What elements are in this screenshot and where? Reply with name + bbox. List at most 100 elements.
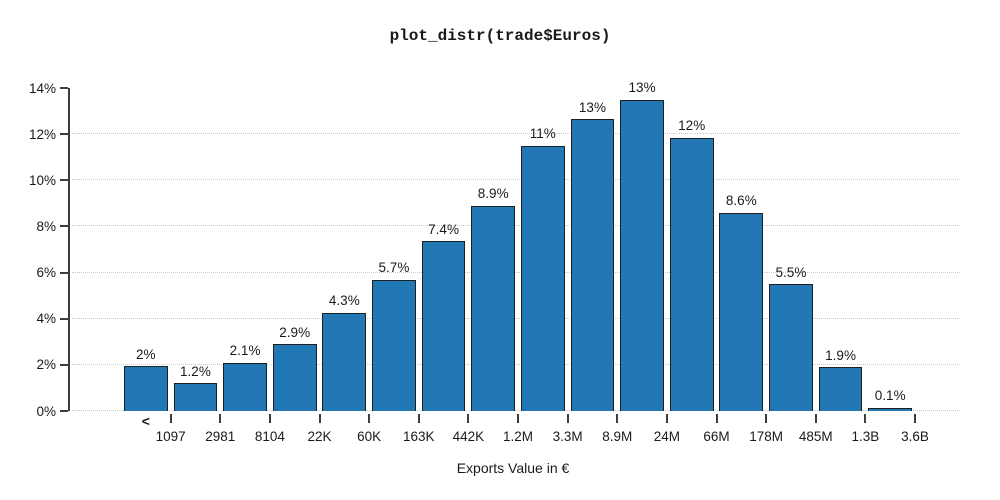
gridline bbox=[72, 317, 960, 319]
bar bbox=[818, 367, 863, 411]
bar-slot: 0.1% 3.6B bbox=[865, 88, 929, 443]
y-axis-tick-label: 6% bbox=[36, 264, 56, 280]
bars: 2% 1097 <1.2% 2981 2.1% 8104 2.9% 22K 4.3% 60K 5.7… bbox=[121, 81, 929, 443]
bar bbox=[769, 284, 813, 411]
bar-value-label: 5.7% bbox=[378, 260, 410, 275]
plot-area: 2% 1097 <1.2% 2981 2.1% 8104 2.9% 22K 4.3% 60K 5.7… bbox=[60, 81, 960, 443]
y-axis-tick bbox=[60, 225, 68, 228]
bar-slot: 8.9% 1.2M bbox=[468, 88, 533, 443]
y-axis-tick-label: 14% bbox=[28, 80, 56, 96]
x-axis-tick-label: 1.3B bbox=[851, 429, 880, 444]
chart-title: plot_distr(trade$Euros) bbox=[389, 27, 611, 45]
bar bbox=[669, 137, 714, 411]
bar-slot: 2.1% 8104 bbox=[220, 88, 285, 443]
x-axis-tick-label: 442K bbox=[452, 429, 485, 444]
x-axis-tick-label: 3.6B bbox=[901, 429, 929, 444]
bar-value-label: 2.1% bbox=[229, 343, 261, 359]
x-axis-tick-label: 163K bbox=[402, 429, 435, 444]
bar-slot: 7.4% 442K bbox=[419, 88, 484, 443]
bar-slot: 12% 66M bbox=[667, 88, 730, 443]
bar-slot: 13% 8.9M bbox=[568, 88, 632, 443]
bar-value-label: 13% bbox=[578, 99, 606, 115]
bar bbox=[620, 99, 664, 411]
bar-value-label: 1.9% bbox=[825, 347, 856, 363]
y-axis-tick-label: 4% bbox=[36, 310, 56, 326]
x-axis-tick-label: 1097 bbox=[155, 429, 186, 444]
bar bbox=[868, 407, 913, 411]
bar bbox=[322, 312, 367, 411]
bar bbox=[570, 119, 615, 411]
gridline bbox=[72, 133, 960, 135]
x-axis-tick-label: 66M bbox=[703, 429, 730, 444]
x-axis-tick-label: 1.2M bbox=[502, 429, 534, 444]
y-axis-tick bbox=[60, 133, 68, 136]
y-axis-tick-label: 2% bbox=[36, 357, 56, 373]
bar bbox=[272, 344, 317, 411]
bar-value-label: 0.1% bbox=[874, 388, 906, 404]
bar-value-label: 5.5% bbox=[775, 264, 807, 280]
x-axis-tick-label: 3.3M bbox=[552, 429, 583, 444]
x-axis-tick bbox=[665, 414, 668, 423]
y-axis-tick-label: 12% bbox=[28, 126, 56, 142]
x-axis-tick bbox=[467, 414, 470, 423]
bar-slot: 8.6% 178M bbox=[717, 88, 783, 443]
bar bbox=[123, 366, 168, 411]
bar-value-label: 12% bbox=[678, 118, 706, 134]
bar bbox=[421, 241, 466, 411]
bar-slot: 13% 24M bbox=[617, 81, 680, 443]
bar-value-label: 1.2% bbox=[180, 363, 211, 379]
x-axis-tick bbox=[715, 414, 718, 423]
bar-value-label: 11% bbox=[529, 126, 556, 142]
y-axis-tick-label: 10% bbox=[28, 172, 56, 188]
x-axis-tick bbox=[616, 414, 619, 423]
y-axis-labels: 0% 2% 4% 6% 8% 10% 12% 14% bbox=[0, 81, 56, 417]
gridline bbox=[72, 410, 960, 411]
x-axis-tick bbox=[814, 414, 817, 423]
y-axis-tick bbox=[60, 410, 68, 412]
x-axis-tick-label: 2981 bbox=[205, 429, 236, 444]
gridline bbox=[72, 363, 960, 365]
y-axis-tick bbox=[60, 271, 68, 274]
bar-value-label: 13% bbox=[628, 80, 656, 96]
x-axis-tick bbox=[219, 414, 222, 423]
x-axis-tick bbox=[864, 414, 867, 423]
y-axis-tick-label: 8% bbox=[36, 218, 56, 234]
x-axis-tick-label: 22K bbox=[307, 429, 332, 444]
bar-value-label: 8.6% bbox=[725, 193, 757, 209]
bar-slot: 4.3% 60K bbox=[320, 88, 381, 443]
bar bbox=[223, 362, 267, 411]
x-axis-tick-label: 8.9M bbox=[602, 429, 633, 444]
x-axis-tick-label: 8104 bbox=[254, 429, 285, 444]
x-axis-tick bbox=[914, 414, 916, 423]
bar-value-label: 2.9% bbox=[279, 324, 311, 340]
x-axis-tick bbox=[417, 414, 420, 423]
x-axis-tick-label: 24M bbox=[653, 429, 681, 444]
x-axis-title: Exports Value in € bbox=[456, 460, 570, 476]
x-axis-tick-label: 60K bbox=[357, 429, 382, 444]
x-axis-tick bbox=[566, 414, 569, 423]
bar bbox=[471, 205, 516, 411]
less-than-label: < bbox=[141, 413, 150, 429]
y-axis-tick bbox=[60, 363, 68, 366]
bar-value-label: 8.9% bbox=[477, 186, 509, 202]
gridline bbox=[72, 225, 960, 227]
bar-slot: 1.2% 2981 bbox=[171, 88, 235, 443]
x-axis-tick bbox=[517, 414, 519, 423]
y-axis-tick bbox=[60, 317, 68, 320]
y-axis-tick bbox=[60, 87, 68, 89]
x-axis-tick bbox=[368, 414, 371, 423]
bar bbox=[719, 212, 764, 411]
x-axis-tick-label: 485M bbox=[798, 429, 833, 444]
bar-slot: 5.7% 163K bbox=[369, 88, 435, 443]
bar-value-label: 7.4% bbox=[428, 221, 459, 237]
x-axis-tick bbox=[268, 414, 271, 423]
gridline bbox=[72, 271, 960, 273]
y-axis-tick bbox=[60, 179, 68, 182]
bar-slot: 2.9% 22K bbox=[270, 88, 332, 443]
x-axis-tick bbox=[318, 414, 321, 423]
x-axis-tick bbox=[169, 414, 172, 423]
bar bbox=[372, 279, 416, 411]
y-axis-tick-label: 0% bbox=[36, 403, 56, 419]
bar-slot: 2% 1097 < bbox=[121, 88, 186, 443]
